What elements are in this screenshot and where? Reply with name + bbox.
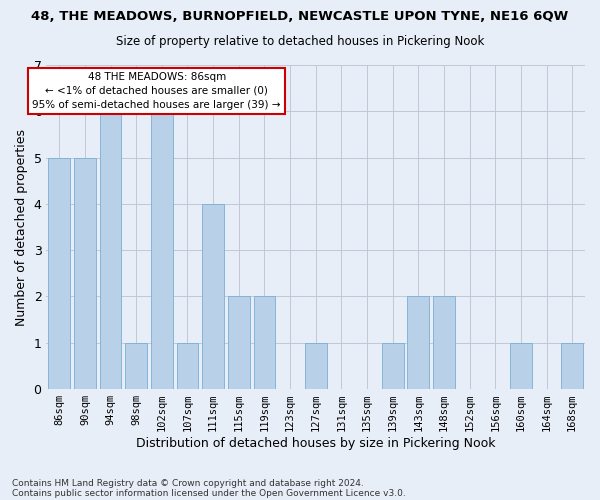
Text: Contains public sector information licensed under the Open Government Licence v3: Contains public sector information licen…	[12, 488, 406, 498]
Bar	[176, 343, 199, 389]
Bar	[74, 158, 96, 389]
Bar	[151, 112, 173, 389]
Text: Size of property relative to detached houses in Pickering Nook: Size of property relative to detached ho…	[116, 35, 484, 48]
Bar	[510, 343, 532, 389]
Bar	[228, 296, 250, 389]
Bar	[382, 343, 404, 389]
Text: 48, THE MEADOWS, BURNOPFIELD, NEWCASTLE UPON TYNE, NE16 6QW: 48, THE MEADOWS, BURNOPFIELD, NEWCASTLE …	[31, 10, 569, 23]
Bar	[561, 343, 583, 389]
Text: Contains HM Land Registry data © Crown copyright and database right 2024.: Contains HM Land Registry data © Crown c…	[12, 478, 364, 488]
Bar	[125, 343, 147, 389]
Bar	[202, 204, 224, 389]
Bar	[407, 296, 429, 389]
Y-axis label: Number of detached properties: Number of detached properties	[15, 128, 28, 326]
Bar	[305, 343, 326, 389]
Bar	[433, 296, 455, 389]
X-axis label: Distribution of detached houses by size in Pickering Nook: Distribution of detached houses by size …	[136, 437, 496, 450]
Bar	[49, 158, 70, 389]
Bar	[254, 296, 275, 389]
Bar	[100, 112, 121, 389]
Text: 48 THE MEADOWS: 86sqm
← <1% of detached houses are smaller (0)
95% of semi-detac: 48 THE MEADOWS: 86sqm ← <1% of detached …	[32, 72, 281, 110]
